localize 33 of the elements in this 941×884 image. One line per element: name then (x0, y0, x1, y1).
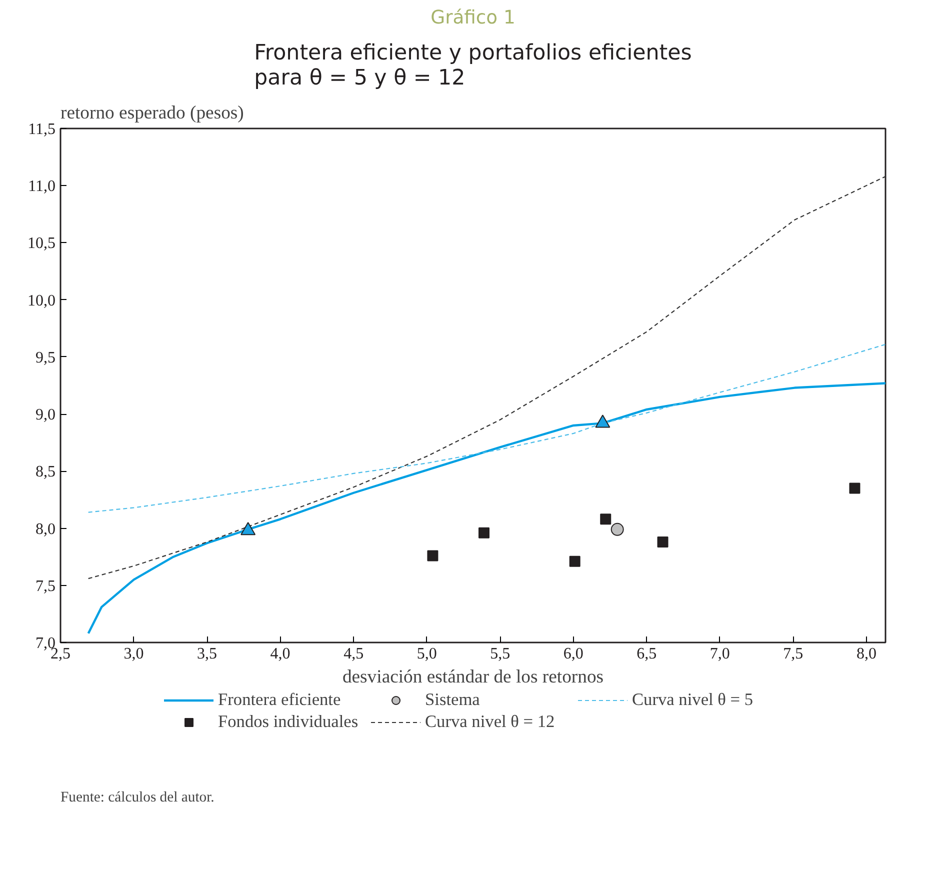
line-series (88, 344, 886, 513)
line-series (87, 382, 886, 634)
chart-subtitle: Frontera eficiente y portafolios eficientes para θ = 5 y θ = 12 (254, 40, 692, 90)
x-tick-label: 3,0 (124, 646, 144, 662)
chart-title: Gráfico 1 (430, 8, 516, 28)
line-series (88, 176, 886, 580)
y-tick-label: 10,0 (28, 292, 56, 310)
x-tick-label: 8,0 (856, 646, 876, 662)
legend-label: Curva nivel θ = 5 (632, 690, 754, 710)
x-axis-title: desviación estándar de los retornos (342, 666, 604, 688)
y-tick-label: 8,5 (36, 464, 56, 481)
y-axis-title: retorno esperado (pesos) (60, 102, 244, 124)
legend-label: Fondos individuales (218, 712, 360, 732)
x-tick-label: 6,0 (563, 646, 584, 662)
legend-label: Curva nivel θ = 12 (425, 712, 556, 732)
y-tick-label: 11,0 (28, 178, 56, 196)
y-tick-label: 11,5 (28, 121, 56, 138)
x-tick-label: 6,5 (636, 646, 657, 662)
x-tick-label: 3,5 (197, 646, 218, 662)
y-tick-label: 10,5 (28, 235, 56, 252)
source-note: Fuente: cálculos del autor. (60, 790, 214, 806)
x-tick-label: 4,5 (344, 646, 364, 662)
y-tick-label: 8,0 (36, 520, 56, 538)
x-tick-label: 4,0 (270, 646, 290, 662)
y-tick-label: 9,0 (36, 406, 56, 424)
y-tick-label: 9,5 (36, 349, 56, 366)
legend-label: Frontera eficiente (218, 690, 342, 710)
x-tick-label: 7,5 (783, 646, 804, 662)
legend-label: Sistema (425, 690, 481, 710)
x-tick-label: 5,5 (490, 646, 510, 662)
x-tick-label: 7,0 (710, 646, 730, 662)
x-tick-label: 5,0 (416, 646, 437, 662)
y-tick-label: 7,5 (36, 578, 56, 595)
